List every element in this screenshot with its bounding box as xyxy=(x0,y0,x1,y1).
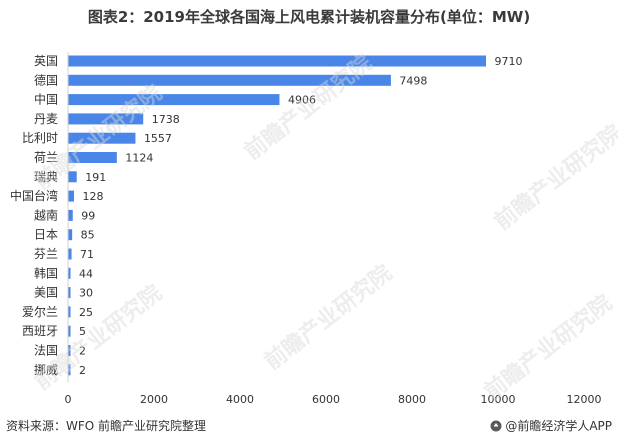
bar xyxy=(68,132,136,144)
data-label: 4906 xyxy=(288,94,316,107)
x-tick-label: 8000 xyxy=(398,393,426,406)
category-label: 英国 xyxy=(34,54,58,68)
bar xyxy=(68,267,71,279)
data-label: 2 xyxy=(79,345,86,358)
bar xyxy=(68,287,71,299)
category-label: 中国 xyxy=(34,92,58,107)
bar xyxy=(68,171,77,183)
data-label: 7498 xyxy=(399,74,427,87)
x-tick-label: 10000 xyxy=(481,393,516,406)
data-label: 71 xyxy=(80,248,94,261)
bar xyxy=(68,55,487,67)
bar xyxy=(68,74,391,86)
data-label: 1124 xyxy=(125,152,153,165)
x-tick-label: 6000 xyxy=(312,393,340,406)
data-label: 85 xyxy=(81,229,95,242)
category-label: 荷兰 xyxy=(34,151,58,165)
data-label: 2 xyxy=(79,364,86,377)
category-label: 越南 xyxy=(34,207,58,222)
x-tick-label: 4000 xyxy=(226,393,254,406)
brand-credit-text: @前瞻经济学人APP xyxy=(505,419,612,433)
bar xyxy=(68,190,75,202)
bar xyxy=(68,325,71,337)
data-label: 1557 xyxy=(144,132,172,145)
bar xyxy=(68,229,73,241)
category-label: 日本 xyxy=(34,228,58,242)
data-label: 128 xyxy=(83,190,104,203)
category-label: 西班牙 xyxy=(22,324,58,338)
source-note: 资料来源：WFO 前瞻产业研究院整理 xyxy=(6,419,207,433)
x-tick-label: 0 xyxy=(65,393,72,406)
data-label: 44 xyxy=(79,267,93,280)
bar xyxy=(68,248,72,260)
bar xyxy=(68,345,71,356)
x-tick-label: 12000 xyxy=(567,393,602,406)
category-label: 丹麦 xyxy=(34,112,58,126)
category-label: 美国 xyxy=(34,286,58,300)
category-label: 芬兰 xyxy=(34,247,58,261)
bar xyxy=(68,152,117,163)
category-label: 韩国 xyxy=(34,265,58,280)
data-label: 191 xyxy=(85,171,106,184)
category-label: 德国 xyxy=(34,72,58,87)
category-label: 中国台湾 xyxy=(10,188,58,203)
bar xyxy=(68,364,71,376)
bar xyxy=(68,113,144,125)
category-label: 爱尔兰 xyxy=(22,304,58,319)
category-label: 法国 xyxy=(34,344,58,358)
bar xyxy=(68,209,73,221)
data-label: 9710 xyxy=(495,55,523,68)
bar xyxy=(68,94,280,106)
data-label: 25 xyxy=(79,306,93,319)
chart-title: 图表2：2019年全球各国海上风电累计装机容量分布(单位：MW) xyxy=(87,8,531,26)
data-label: 99 xyxy=(81,209,95,222)
bar xyxy=(68,306,71,318)
category-label: 瑞典 xyxy=(34,170,58,184)
data-label: 1738 xyxy=(152,113,180,126)
x-tick-label: 2000 xyxy=(140,393,168,406)
brand-logo-icon xyxy=(490,420,502,431)
data-label: 30 xyxy=(79,287,93,300)
category-label: 比利时 xyxy=(22,131,58,145)
brand-credit: @前瞻经济学人APP xyxy=(490,417,612,434)
data-label: 5 xyxy=(79,325,86,338)
category-label: 挪威 xyxy=(34,363,58,377)
